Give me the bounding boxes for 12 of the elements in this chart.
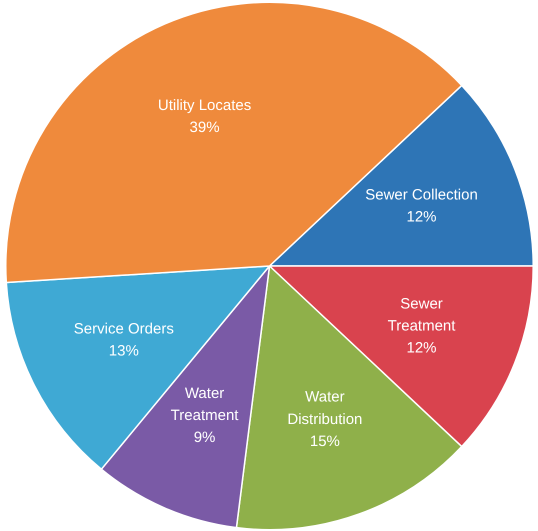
- slice-label: Utility Locates: [158, 96, 252, 114]
- slice-label: Service Orders: [74, 320, 174, 338]
- slice-label: Water Treatment: [170, 384, 240, 424]
- data-label: 13%: [108, 342, 139, 360]
- data-label: 9%: [194, 429, 216, 446]
- data-label: 39%: [190, 118, 220, 136]
- data-label: 15%: [310, 432, 340, 450]
- slice-label: Sewer Treatment: [388, 295, 456, 334]
- data-label: 12%: [406, 340, 437, 357]
- slice-label: Sewer Collection: [365, 186, 478, 204]
- slice-label: Water Distribution: [287, 388, 362, 428]
- data-label: 12%: [406, 208, 437, 226]
